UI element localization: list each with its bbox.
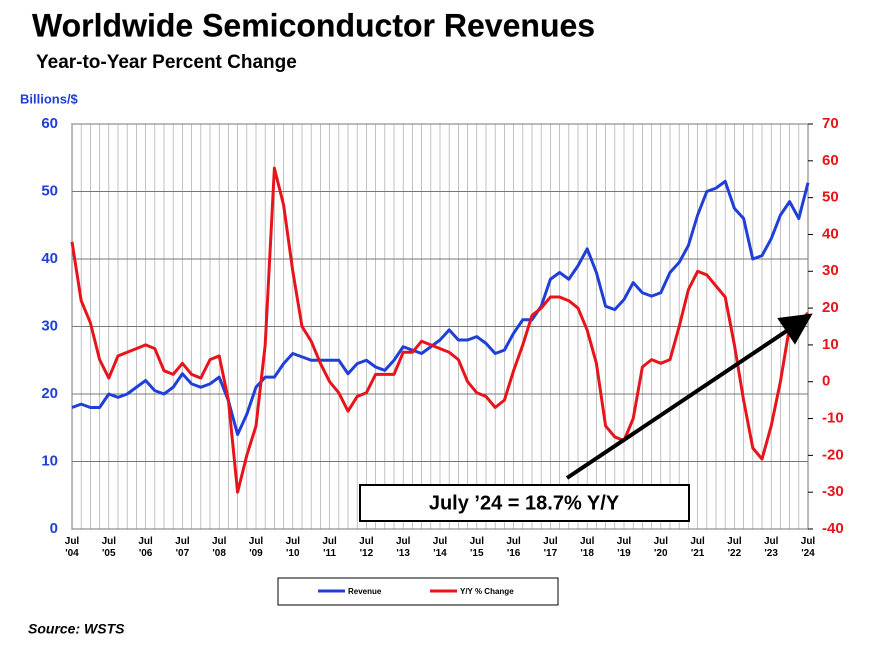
y-axis-label: Billions/$ [20,91,79,106]
y2-tick-label: 30 [822,262,839,279]
y2-tick-label: 10 [822,336,839,353]
x-tick-label: Jul '20 [653,536,669,559]
x-tick-label: Jul '17 [543,536,558,559]
x-tick-label: Jul '19 [616,536,632,559]
y2-tick-label: 40 [822,225,839,242]
x-tick-label: Jul '06 [138,536,153,559]
x-tick-label: Jul '11 [322,536,337,559]
y-tick-label: 30 [41,317,58,334]
x-tick-label: Jul '04 [64,536,80,559]
y-tick-label: 50 [41,182,58,199]
x-tick-label: Jul '22 [727,536,742,559]
y2-tick-label: -40 [822,520,844,537]
x-tick-label: Jul '24 [800,536,816,559]
y2-tick-label: 0 [822,373,830,390]
y-tick-label: 20 [41,385,58,402]
x-tick-label: Jul '05 [101,536,117,559]
y2-tick-label: 70 [822,115,839,132]
source: Source: WSTS [28,621,125,637]
y2-tick-label: 20 [822,299,839,316]
x-tick-label: Jul '21 [690,536,705,559]
y2-tick-label: -10 [822,410,844,427]
x-tick-label: Jul '23 [763,536,779,559]
y2-tick-label: -20 [822,446,844,463]
x-tick-label: Jul '16 [506,536,521,559]
annotation-box [359,484,690,522]
y2-tick-label: 50 [822,189,839,206]
y2-tick-label: -30 [822,483,844,500]
annotation: July ’24 = 18.7% Y/Y [429,492,620,514]
x-tick-label: Jul '10 [285,536,301,559]
y-tick-label: 0 [50,520,58,537]
x-tick-label: Jul '13 [395,536,411,559]
arrow [565,313,813,480]
series-line [71,179,810,436]
x-tick-label: Jul '07 [175,536,190,559]
x-tick-label: Jul '08 [211,536,227,559]
legend-label: Y/Y % Change [460,587,514,596]
x-tick-label: Jul '09 [248,536,264,559]
x-tick-label: Jul '15 [469,536,485,559]
y-tick-label: 40 [41,250,58,267]
series-line [70,166,810,494]
subtitle: Year-to-Year Percent Change [36,52,297,73]
x-tick-label: Jul '18 [579,536,595,559]
y2-tick-label: 60 [822,152,839,169]
x-tick-label: Jul '14 [432,536,448,559]
y-tick-label: 10 [41,452,58,469]
x-tick-label: Jul '12 [359,536,374,559]
legend-label: Revenue [348,587,382,596]
y-tick-label: 60 [41,115,58,132]
chart-title: Worldwide Semiconductor Revenues [32,7,595,43]
